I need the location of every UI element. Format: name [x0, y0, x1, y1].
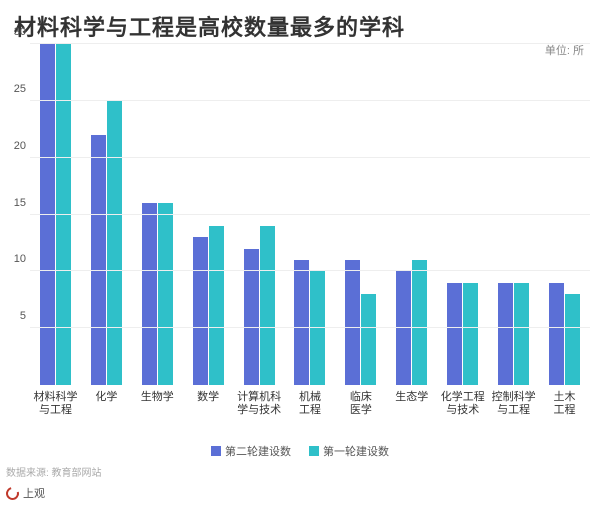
- bar-first: [412, 260, 427, 385]
- bar-group: [132, 44, 183, 385]
- bar-first: [310, 271, 325, 385]
- bar-second: [294, 260, 309, 385]
- grid-line: [30, 327, 590, 328]
- category-label: 控制科学与工程: [488, 387, 539, 435]
- category-label: 化学工程与技术: [437, 387, 488, 435]
- bar-second: [498, 283, 513, 385]
- brand-name: 上观: [23, 485, 45, 501]
- data-source-label: 数据来源: 教育部网站: [6, 464, 102, 479]
- category-label: 土木工程: [539, 387, 590, 435]
- bar-first: [107, 101, 122, 385]
- bar-second: [345, 260, 360, 385]
- plot-region: 51015202530: [30, 44, 590, 385]
- bars-container: [30, 44, 590, 385]
- y-tick-label: 10: [4, 253, 26, 265]
- bar-second: [193, 237, 208, 385]
- y-tick-label: 15: [4, 197, 26, 209]
- category-label: 生态学: [386, 387, 437, 435]
- legend-item: 第二轮建设数: [211, 443, 291, 459]
- grid-line: [30, 157, 590, 158]
- bar-group: [437, 44, 488, 385]
- bar-first: [514, 283, 529, 385]
- bar-first: [56, 44, 71, 385]
- category-label: 生物学: [132, 387, 183, 435]
- y-tick-label: 25: [4, 83, 26, 95]
- bar-first: [565, 294, 580, 385]
- ring-icon: [4, 484, 22, 502]
- bar-first: [158, 203, 173, 385]
- category-label: 化学: [81, 387, 132, 435]
- bar-second: [549, 283, 564, 385]
- chart-area: 51015202530 材料科学与工程化学生物学数学计算机科学与技术机械工程临床…: [0, 36, 590, 435]
- legend-swatch: [309, 446, 319, 456]
- category-label: 数学: [183, 387, 234, 435]
- bar-second: [91, 135, 106, 385]
- legend: 第二轮建设数 第一轮建设数: [0, 443, 600, 459]
- brand-badge: 上观: [6, 485, 45, 501]
- bar-second: [244, 249, 259, 385]
- bar-second: [396, 271, 411, 385]
- bar-first: [361, 294, 376, 385]
- legend-label: 第二轮建设数: [225, 443, 291, 459]
- bar-group: [539, 44, 590, 385]
- bar-group: [30, 44, 81, 385]
- y-tick-label: 5: [4, 310, 26, 322]
- bar-group: [183, 44, 234, 385]
- grid-line: [30, 43, 590, 44]
- grid-line: [30, 214, 590, 215]
- bar-second: [40, 44, 55, 385]
- category-label: 临床医学: [335, 387, 386, 435]
- bar-first: [260, 226, 275, 385]
- category-label: 计算机科学与技术: [234, 387, 285, 435]
- category-label: 机械工程: [285, 387, 336, 435]
- grid-line: [30, 270, 590, 271]
- bar-second: [447, 283, 462, 385]
- bar-first: [209, 226, 224, 385]
- legend-label: 第一轮建设数: [323, 443, 389, 459]
- bar-group: [335, 44, 386, 385]
- category-label: 材料科学与工程: [30, 387, 81, 435]
- bar-group: [488, 44, 539, 385]
- bar-group: [81, 44, 132, 385]
- bar-second: [142, 203, 157, 385]
- bar-group: [234, 44, 285, 385]
- y-tick-label: 30: [4, 26, 26, 38]
- bar-group: [285, 44, 336, 385]
- legend-swatch: [211, 446, 221, 456]
- category-labels: 材料科学与工程化学生物学数学计算机科学与技术机械工程临床医学生态学化学工程与技术…: [30, 387, 590, 435]
- legend-item: 第一轮建设数: [309, 443, 389, 459]
- bar-group: [386, 44, 437, 385]
- grid-line: [30, 100, 590, 101]
- y-tick-label: 20: [4, 140, 26, 152]
- bar-first: [463, 283, 478, 385]
